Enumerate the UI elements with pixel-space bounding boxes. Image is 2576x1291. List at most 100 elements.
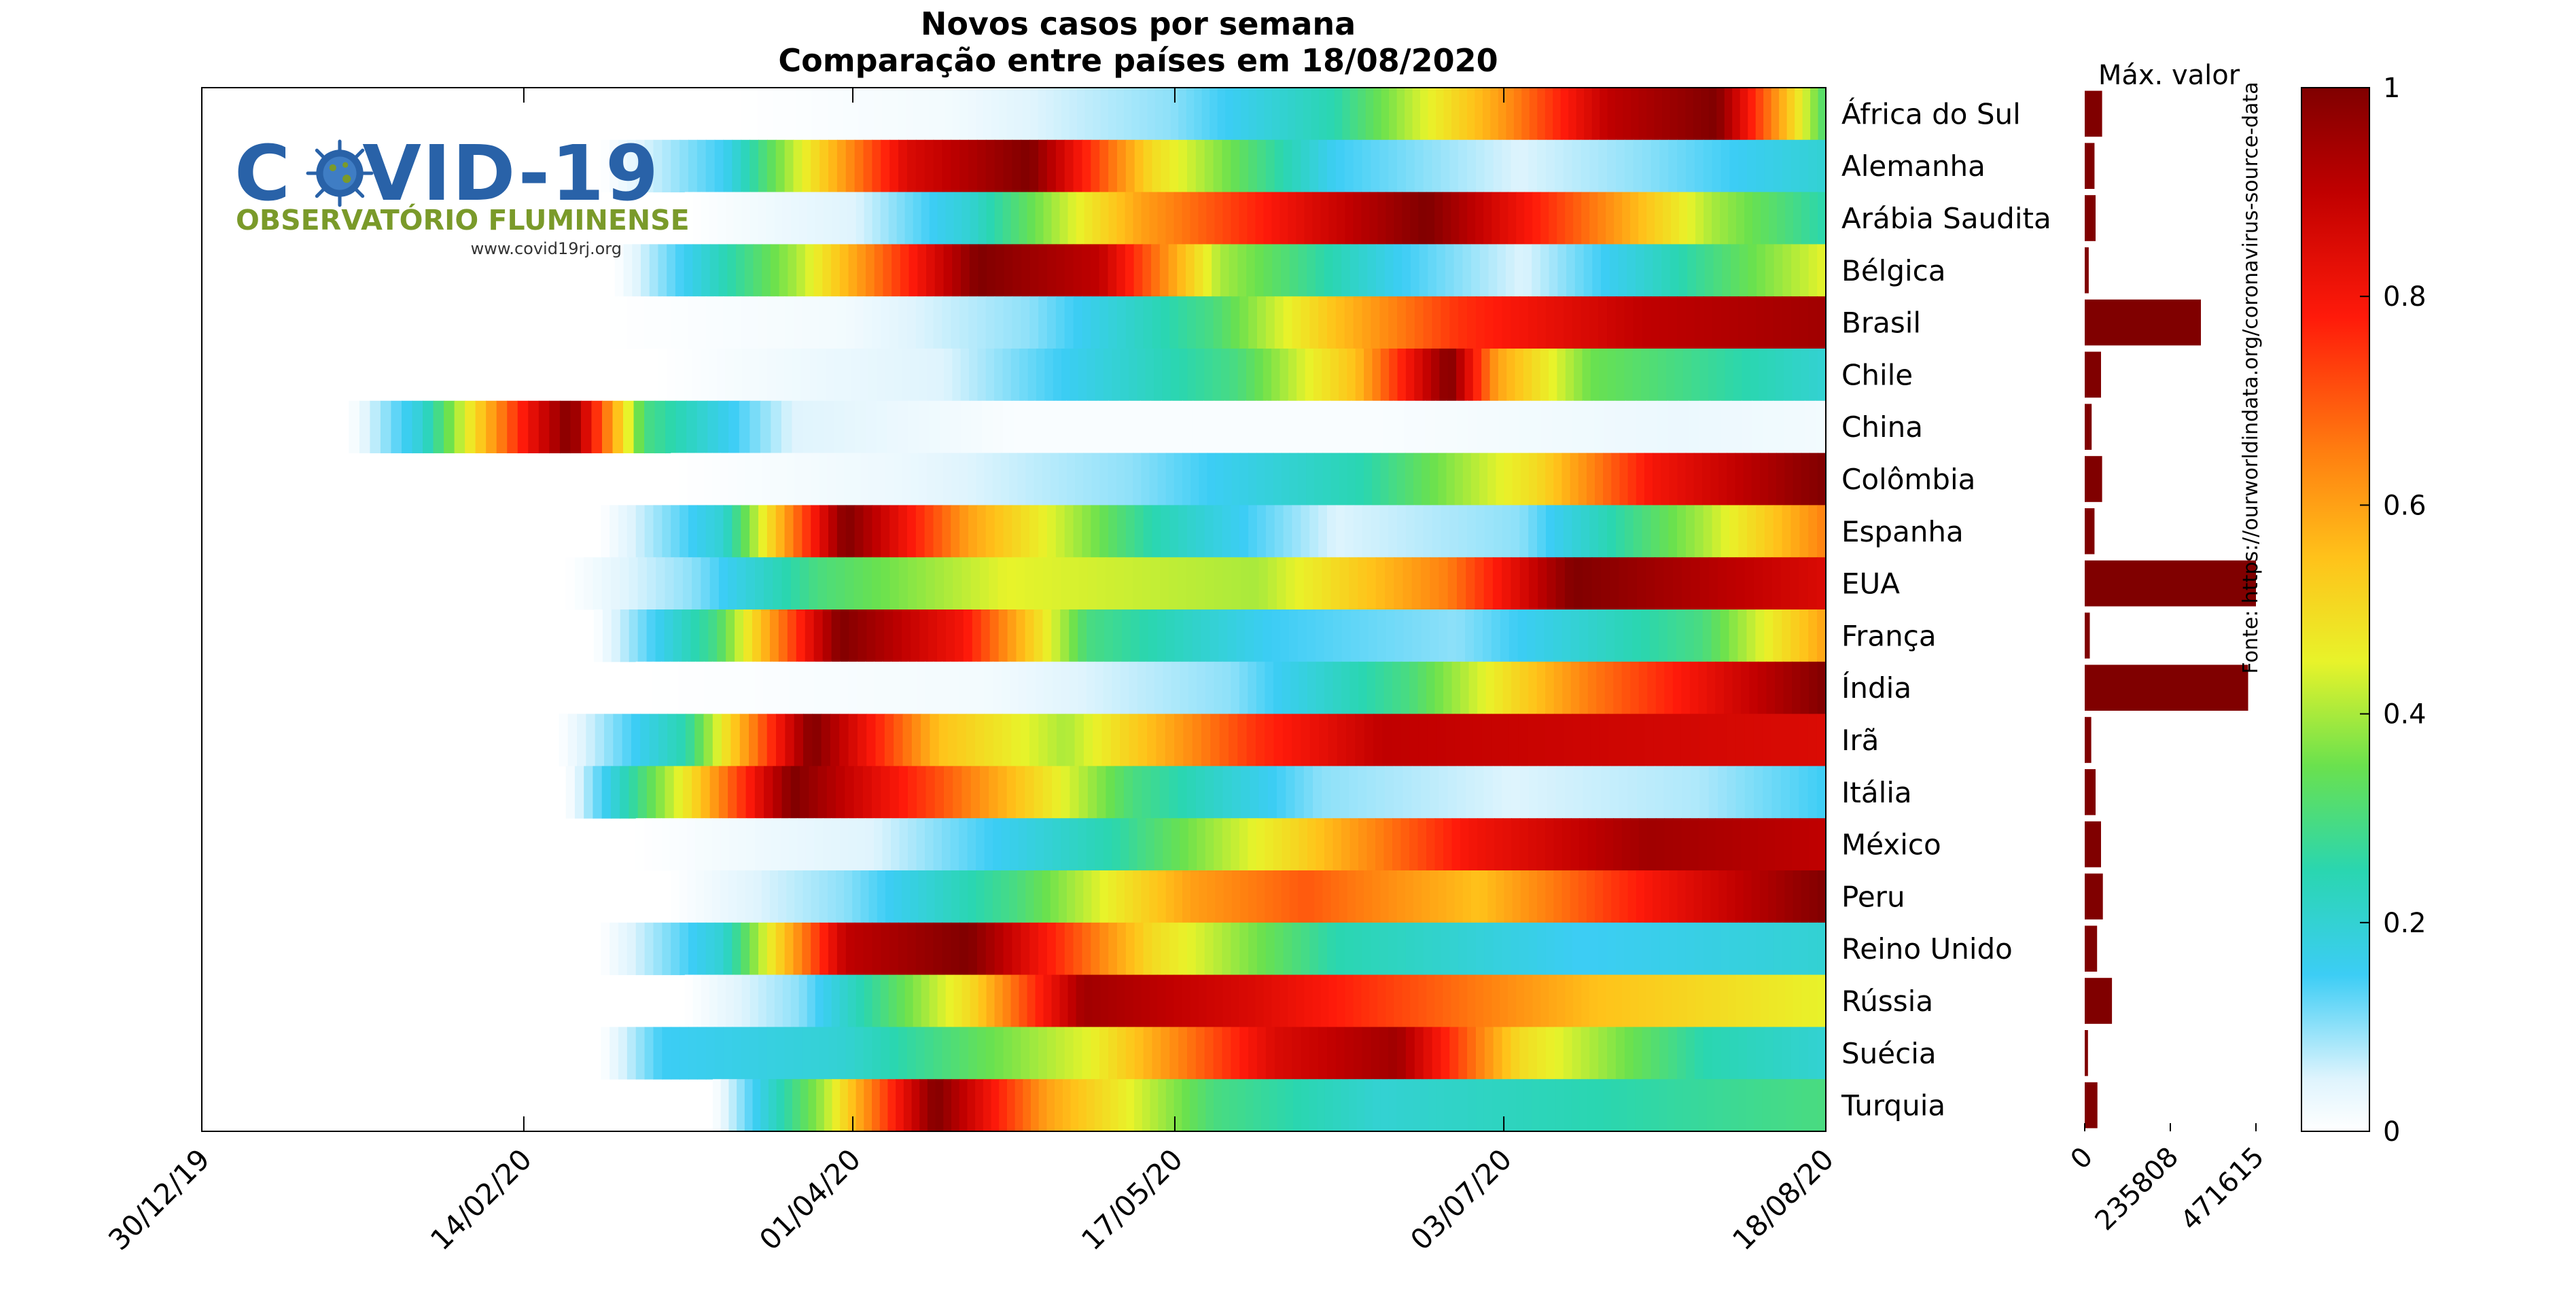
heat-cell: [746, 818, 756, 871]
heat-cell: [1517, 609, 1528, 662]
heat-cell: [1519, 139, 1529, 193]
heat-cell: [1596, 661, 1606, 715]
heat-cell: [1342, 88, 1351, 141]
heat-cell: [1030, 88, 1039, 141]
heat-cell: [380, 400, 392, 454]
heat-cell: [1564, 557, 1574, 610]
heat-cell: [1720, 609, 1730, 662]
heat-cell: [1752, 974, 1761, 1027]
heat-cell: [1732, 661, 1742, 715]
heat-cell: [703, 661, 713, 715]
heat-cell: [1078, 349, 1087, 402]
heat-cell: [1231, 192, 1240, 245]
heat-cell: [816, 1079, 825, 1132]
heat-cell: [1376, 244, 1386, 297]
heat-cell: [918, 349, 928, 402]
heat-cell: [1069, 88, 1078, 141]
heat-cell: [1064, 922, 1074, 976]
heat-cell: [1092, 88, 1101, 141]
heat-cell: [1254, 244, 1265, 297]
heat-cell: [1744, 557, 1754, 610]
heat-cell: [976, 818, 985, 871]
heat-cell: [827, 870, 836, 923]
heat-cell: [852, 870, 862, 923]
heat-cell: [1112, 661, 1121, 715]
heat-cell: [1790, 296, 1801, 349]
heat-cell: [1046, 1079, 1055, 1132]
heat-cell: [620, 557, 630, 610]
country-label: Peru: [1841, 880, 1905, 913]
heat-cell: [994, 505, 1004, 558]
heat-cell: [889, 139, 899, 193]
heat-cell: [1083, 870, 1093, 923]
heat-cell: [1449, 922, 1459, 976]
heat-cell: [1492, 557, 1502, 610]
heat-cell: [708, 609, 718, 662]
heat-cell: [1292, 922, 1302, 976]
heat-cell: [1489, 349, 1499, 402]
heat-cell: [1773, 296, 1783, 349]
heat-cell: [1313, 349, 1323, 402]
heat-cell: [1147, 713, 1157, 766]
heat-cell: [653, 139, 663, 193]
heat-cell: [1190, 1079, 1199, 1132]
heat-cell: [1397, 1027, 1407, 1080]
heat-cell: [1733, 349, 1743, 402]
heat-cell: [1108, 192, 1118, 245]
heat-cell: [646, 557, 656, 610]
heat-cell: [854, 922, 864, 976]
heat-cell: [1519, 505, 1529, 558]
heat-cell: [1762, 1079, 1771, 1132]
heat-cell: [1195, 296, 1205, 349]
heat-cell: [1394, 609, 1405, 662]
heat-row: [684, 192, 1827, 245]
heat-cell: [1767, 349, 1776, 402]
heat-cell: [1190, 453, 1200, 506]
heat-cell: [695, 453, 705, 506]
heat-cell: [1506, 349, 1516, 402]
heat-cell: [1192, 609, 1202, 662]
heat-cell: [1086, 1079, 1095, 1132]
heat-cell: [1754, 557, 1764, 610]
heat-cell: [1528, 557, 1538, 610]
heat-cell: [1565, 349, 1574, 402]
heat-cell: [1034, 453, 1043, 506]
heat-cell: [839, 661, 849, 715]
heat-cell: [994, 349, 1004, 402]
heat-cell: [1565, 192, 1574, 245]
heat-cell: [1143, 505, 1153, 558]
heat-cell: [601, 922, 610, 976]
logo-title: C VID-19: [234, 136, 660, 212]
heat-cell: [1064, 244, 1074, 297]
heat-cell: [864, 1079, 872, 1132]
heat-cell: [768, 1079, 777, 1132]
heat-cell: [1248, 870, 1258, 923]
country-label: Alemanha: [1841, 149, 1986, 183]
heat-cell: [1010, 818, 1019, 871]
heat-cell: [1003, 296, 1013, 349]
heat-cell: [1405, 88, 1413, 141]
heat-cell: [601, 557, 612, 610]
heat-cell: [1349, 661, 1359, 715]
heat-cell: [1379, 922, 1389, 976]
heat-cell: [1108, 974, 1118, 1027]
heat-cell: [1163, 88, 1171, 141]
heat-cell: [391, 400, 402, 454]
heat-cell: [1724, 88, 1733, 141]
heat-cell: [730, 713, 741, 766]
heat-cell: [1255, 974, 1265, 1027]
max-bar: [2085, 978, 2113, 1024]
heat-cell: [1704, 974, 1712, 1027]
heat-cell: [1801, 974, 1810, 1027]
heat-cell: [1792, 349, 1801, 402]
heat-cell: [1718, 557, 1728, 610]
heat-cell: [586, 713, 596, 766]
heat-cell: [1757, 244, 1766, 297]
heat-cell: [1475, 766, 1485, 819]
heat-cell: [662, 1027, 672, 1080]
heat-cell: [908, 400, 919, 454]
heat-cell: [1364, 870, 1373, 923]
heat-cell: [1271, 349, 1281, 402]
heat-cell: [1773, 1027, 1783, 1080]
heat-cell: [1229, 1079, 1239, 1132]
